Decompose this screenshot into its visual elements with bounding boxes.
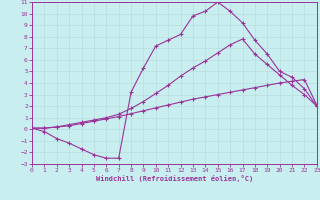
- X-axis label: Windchill (Refroidissement éolien,°C): Windchill (Refroidissement éolien,°C): [96, 175, 253, 182]
